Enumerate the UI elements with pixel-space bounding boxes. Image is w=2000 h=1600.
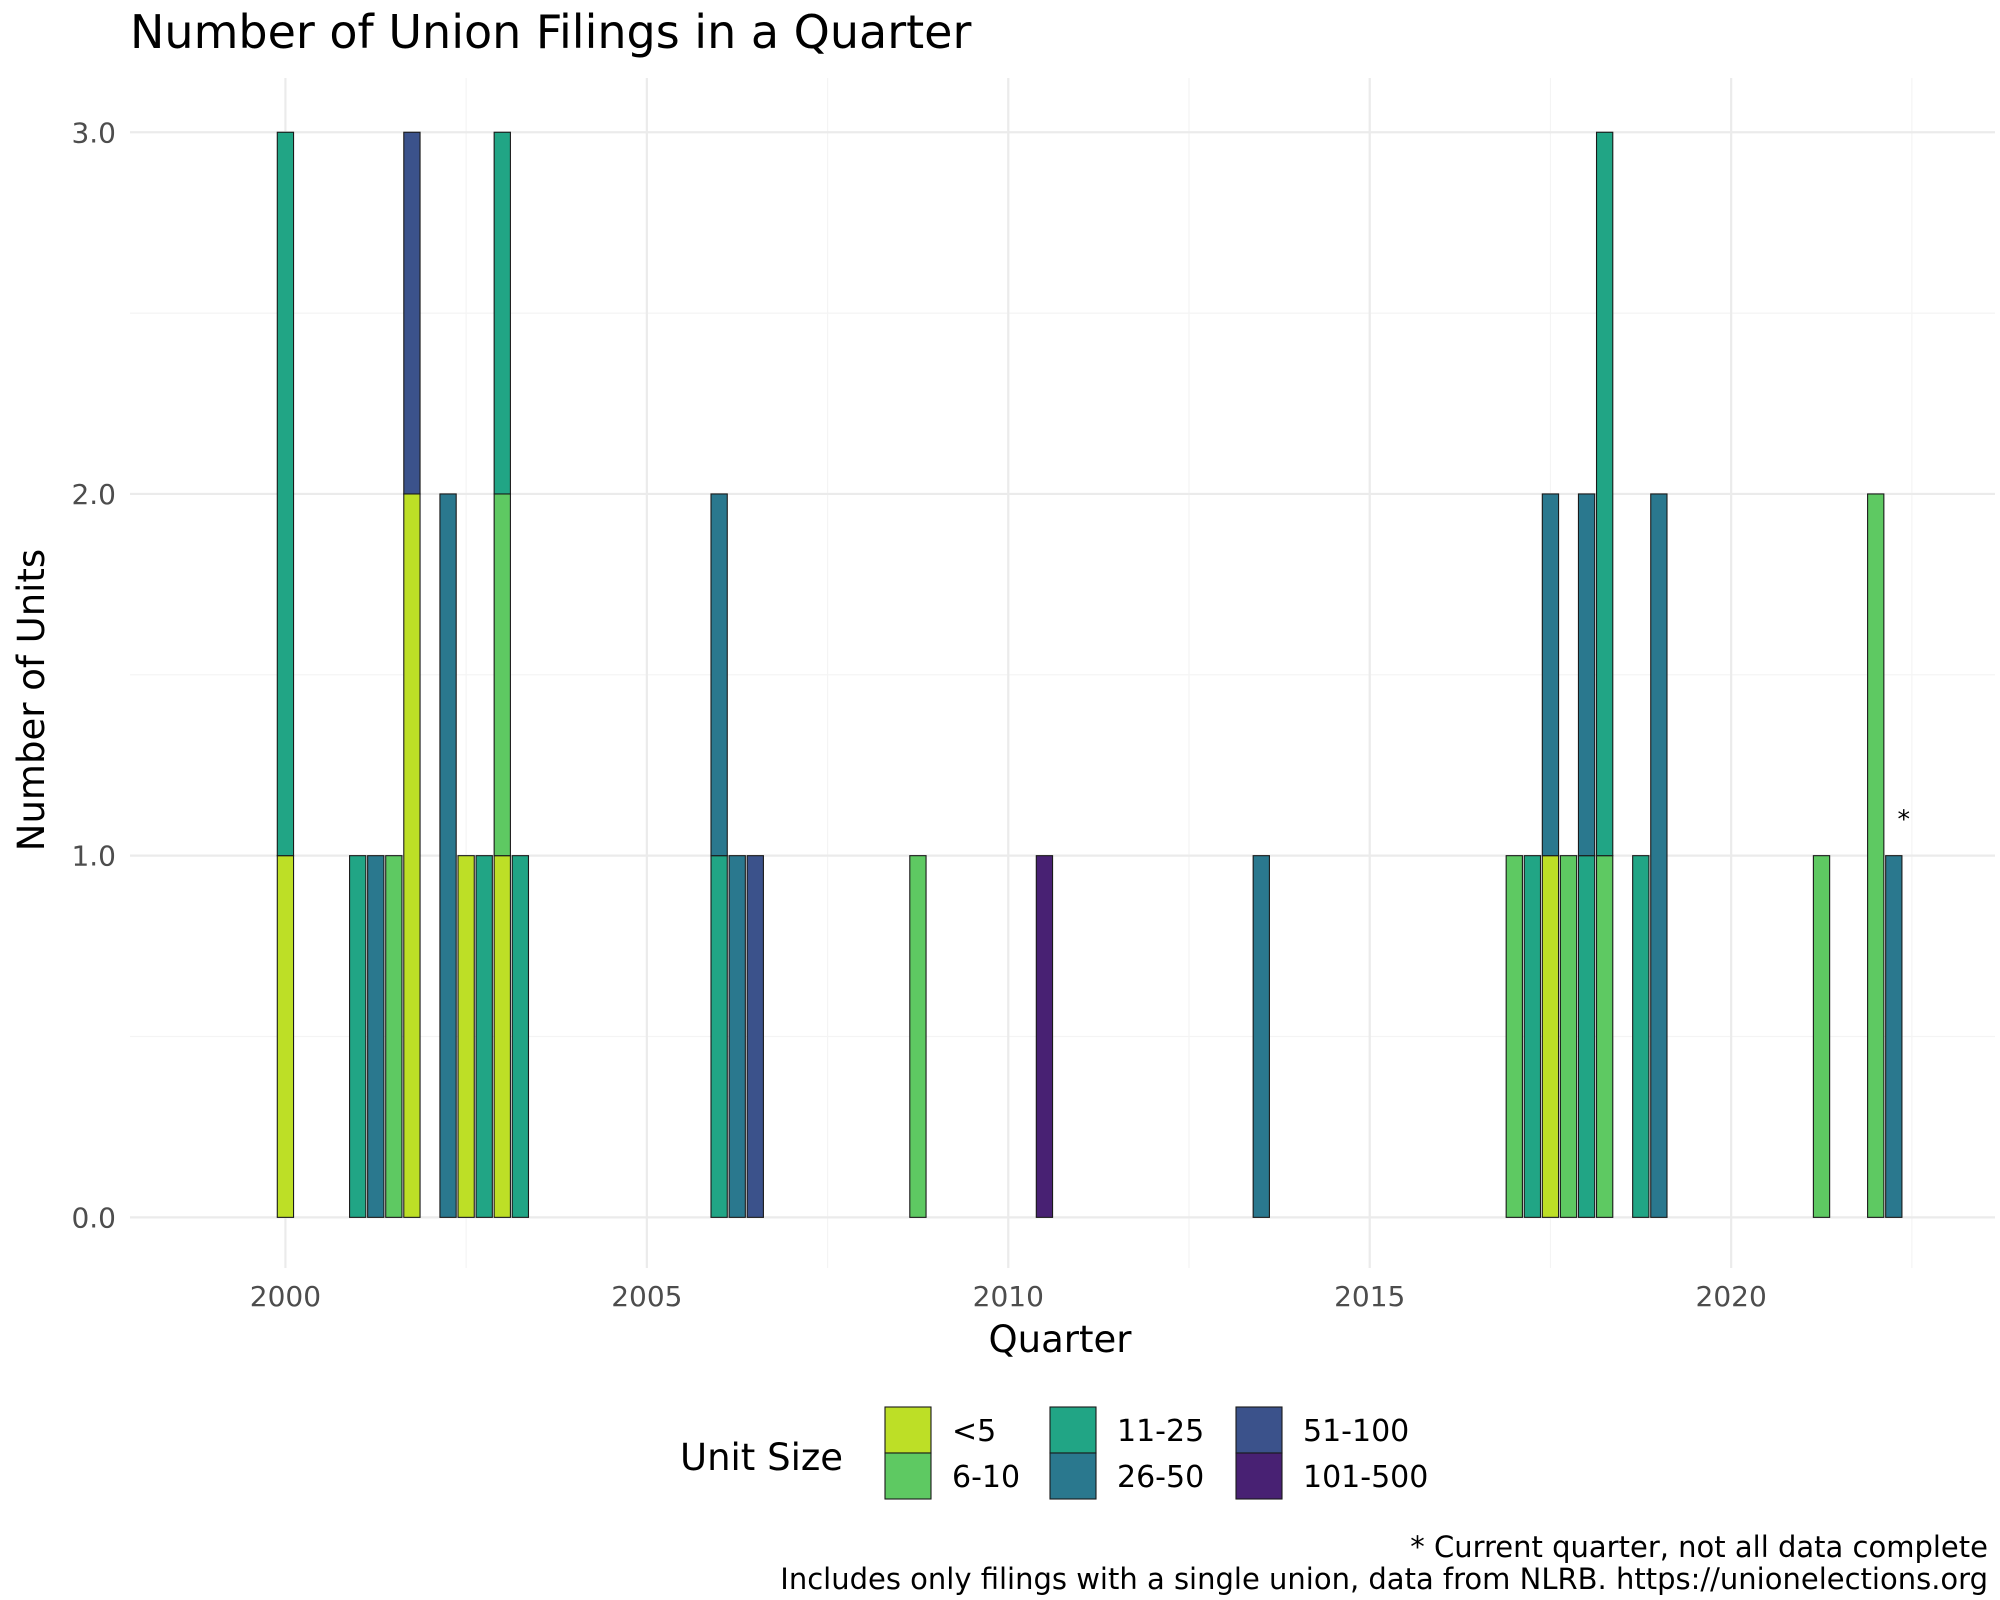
current-quarter-annotation: * [1898, 804, 1911, 833]
bar-segment [511, 855, 530, 1218]
legend-label: 101-500 [1303, 1460, 1428, 1495]
bar-segment [385, 855, 403, 1218]
bar-segment [1035, 855, 1054, 1218]
caption-source: Includes only filings with a single unio… [780, 1562, 1988, 1596]
bar-segment [1867, 493, 1885, 1218]
y-tick-label: 1.0 [71, 840, 116, 873]
bar-segment [276, 855, 295, 1218]
bar-segment [493, 493, 511, 857]
legend-title: Unit Size [680, 1436, 843, 1479]
bar-segment [1812, 855, 1831, 1218]
bar-segment [909, 855, 927, 1218]
bar-segment [493, 855, 511, 1218]
caption-note: * Current quarter, not all data complete [1410, 1530, 1988, 1564]
bar-segment [1595, 131, 1614, 857]
legend-label: 26-50 [1117, 1460, 1204, 1495]
annotations: * [1898, 804, 1911, 833]
bar-segment [349, 855, 367, 1218]
bar-segment [276, 131, 295, 857]
bar-segment [746, 855, 764, 1218]
legend: Unit Size <5 6-10 11-25 26-50 51-100 101-500 [680, 1406, 1428, 1500]
bar-segment [1252, 855, 1270, 1218]
legend-swatch [1049, 1452, 1097, 1500]
legend-label: 51-100 [1303, 1414, 1409, 1449]
x-axis-title: Quarter [989, 1318, 1133, 1361]
legend-swatch [1235, 1452, 1283, 1500]
bar-segment [1577, 855, 1596, 1218]
axes: 2000 2005 2010 2015 2020 0.0 1.0 2.0 3.0 [71, 116, 1766, 1313]
bar-segment [1505, 855, 1523, 1218]
y-tick-label: 3.0 [71, 116, 116, 149]
bar-segment [710, 855, 728, 1218]
bar-segment [1632, 855, 1650, 1218]
chart-title: Number of Union Filings in a Quarter [130, 5, 971, 59]
x-tick-label: 2005 [611, 1280, 682, 1313]
bar-segment [475, 855, 493, 1218]
bars [276, 131, 1903, 1218]
legend-swatch [884, 1406, 932, 1454]
x-tick-label: 2020 [1696, 1280, 1767, 1313]
y-axis-title: Number of Units [10, 549, 53, 851]
x-tick-label: 2015 [1334, 1280, 1405, 1313]
bar-segment [457, 855, 475, 1218]
bar-segment [1885, 855, 1903, 1218]
legend-swatch [1235, 1406, 1283, 1454]
y-tick-label: 0.0 [71, 1201, 116, 1234]
bar-segment [1577, 493, 1596, 857]
y-tick-label: 2.0 [71, 478, 116, 511]
legend-label: 11-25 [1117, 1414, 1204, 1449]
bar-segment [1541, 855, 1560, 1218]
bar-segment [403, 493, 421, 1218]
x-tick-label: 2010 [973, 1280, 1044, 1313]
bar-segment [1541, 493, 1560, 857]
bar-segment [493, 131, 511, 495]
legend-swatch [1049, 1406, 1097, 1454]
bar-segment [403, 131, 421, 495]
bar-segment [367, 855, 385, 1218]
legend-label: <5 [952, 1414, 996, 1449]
bar-segment [439, 493, 457, 1218]
legend-swatch [884, 1452, 932, 1500]
x-tick-label: 2000 [250, 1280, 321, 1313]
bar-segment [1595, 855, 1614, 1218]
bar-segment [1523, 855, 1542, 1218]
legend-label: 6-10 [952, 1460, 1020, 1495]
bar-segment [728, 855, 746, 1218]
bar-segment [1650, 493, 1668, 1218]
bar-segment [710, 493, 728, 857]
bar-segment [1559, 855, 1578, 1218]
